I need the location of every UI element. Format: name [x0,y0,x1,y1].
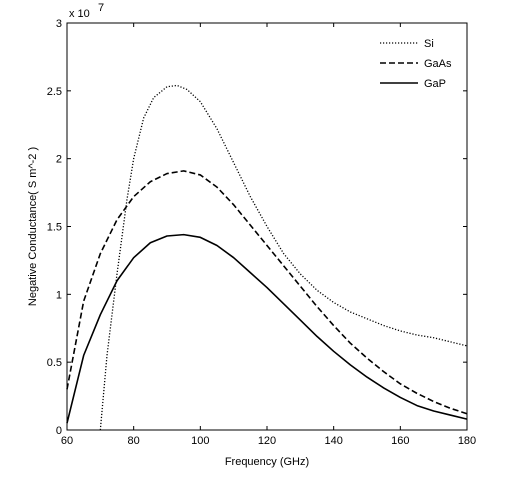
y-tick-label: 0.5 [47,357,62,369]
y-tick-label: 2 [56,154,62,166]
y-multiplier-label: x 10 [69,8,90,20]
y-tick-label: 1 [56,289,62,301]
x-tick-label: 180 [458,435,476,447]
y-multiplier-exponent: 7 [98,2,104,14]
legend-label-gaas: GaAs [424,58,452,70]
y-tick-label: 1.5 [47,222,62,234]
legend-label-si: Si [424,38,434,50]
legend-label-gap: GaP [424,78,446,90]
x-tick-label: 60 [61,435,73,447]
y-tick-label: 3 [56,18,62,30]
y-tick-label: 0 [56,425,62,437]
series-line-si [99,84,468,431]
x-tick-label: 160 [391,435,409,447]
x-axis-label: Frequency (GHz) [225,456,309,468]
series-layer [66,84,468,431]
legend: Si GaAs GaP [372,32,460,96]
series-line-gaas [66,170,468,415]
series-line-gap [66,233,468,424]
x-tick-label: 80 [128,435,140,447]
y-axis-label: Negative Conductance( S m^-2 ) [27,147,39,306]
x-tick-label: 140 [324,435,342,447]
x-tick-label: 120 [258,435,276,447]
axis-ticks: 60 80 100 120 140 160 180 0 0.5 1 1.5 2 2.5 3 [47,18,476,447]
x-tick-label: 100 [191,435,209,447]
y-tick-label: 2.5 [47,86,62,98]
